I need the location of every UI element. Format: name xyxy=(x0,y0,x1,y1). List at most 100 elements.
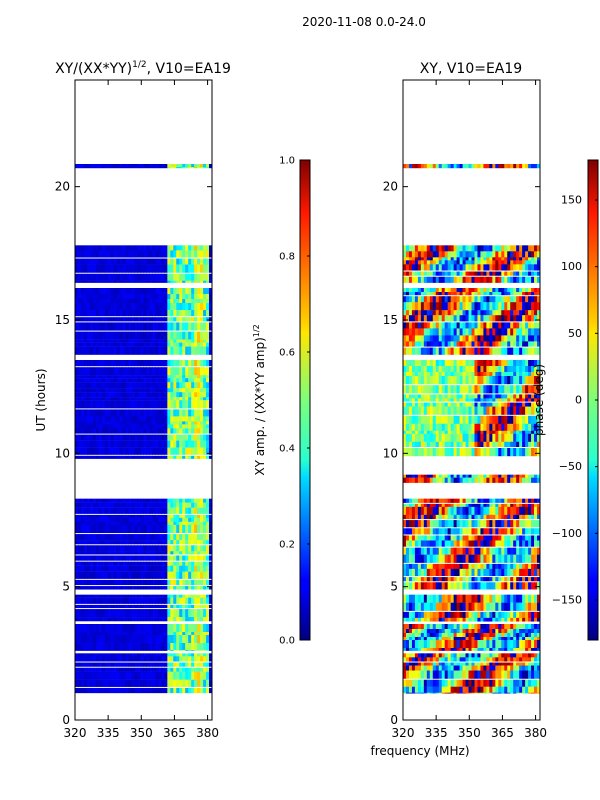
right-heatmap-cell xyxy=(435,554,440,563)
right-heatmap-cell xyxy=(525,640,529,649)
left-heatmap-cell xyxy=(149,555,153,561)
left-heatmap-cell xyxy=(170,514,174,519)
right-heatmap-cell xyxy=(444,568,449,577)
right-heatmap-cell xyxy=(435,617,440,622)
left-heatmap-cell xyxy=(77,624,82,633)
right-heatmap-cell xyxy=(417,520,422,528)
left-heatmap-cell xyxy=(113,317,118,322)
right-heatmap-cell xyxy=(429,594,434,603)
right-heatmap-cell xyxy=(519,640,523,649)
left-heatmap-cell xyxy=(125,624,130,633)
left-heatmap-cell xyxy=(200,382,204,389)
right-heatmap-cell xyxy=(438,624,443,630)
right-heatmap-cell xyxy=(471,554,475,563)
left-heatmap-cell xyxy=(170,498,174,503)
right-heatmap-cell xyxy=(441,498,446,503)
left-heatmap-cell xyxy=(125,521,130,526)
right-heatmap-cell xyxy=(489,554,493,563)
right-heatmap-row xyxy=(403,547,541,555)
left-heatmap-cell xyxy=(170,656,174,662)
left-heatmap-cell xyxy=(149,409,153,417)
right-heatmap-row xyxy=(403,360,541,367)
right-heatmap-cell xyxy=(522,633,526,638)
left-heatmap-cell xyxy=(200,679,204,687)
left-heatmap-cell xyxy=(134,579,138,586)
left-heatmap-cell xyxy=(182,367,186,376)
left-heatmap-cell xyxy=(197,294,201,300)
right-heatmap-cell xyxy=(438,617,443,622)
right-heatmap-cell xyxy=(444,602,449,611)
left-heatmap-cell xyxy=(125,594,130,598)
left-heatmap-cell xyxy=(200,667,204,672)
left-heatmap-cell xyxy=(80,303,85,311)
right-heatmap-cell xyxy=(405,662,410,666)
right-heatmap-cell xyxy=(447,498,452,503)
left-heatmap-cell xyxy=(107,322,112,331)
left-heatmap-cell xyxy=(209,388,213,393)
left-heatmap-row xyxy=(75,586,213,590)
left-heatmap-cell xyxy=(161,687,165,694)
left-heatmap-cell xyxy=(155,409,159,417)
left-heatmap-cell xyxy=(140,687,144,694)
left-heatmap-cell xyxy=(143,258,147,265)
left-heatmap-cell xyxy=(161,653,165,657)
left-heatmap-cell xyxy=(146,502,150,508)
left-heatmap-cell xyxy=(188,397,192,401)
left-heatmap-cell xyxy=(164,571,168,579)
left-heatmap-cell xyxy=(107,299,112,304)
left-heatmap-cell xyxy=(110,280,115,283)
left-heatmap-cell xyxy=(101,597,106,604)
left-heatmap-cell xyxy=(206,382,210,389)
left-heatmap-cell xyxy=(188,346,192,355)
right-heatmap-cell xyxy=(471,506,475,516)
left-heatmap-row xyxy=(75,653,213,657)
right-heatmap-cell xyxy=(468,670,472,679)
left-heatmap-cell xyxy=(101,643,106,651)
left-heatmap-cell xyxy=(116,299,121,304)
right-heatmap-cell xyxy=(510,563,514,570)
right-heatmap-row xyxy=(403,582,541,590)
left-heatmap-cell xyxy=(83,424,88,429)
left-heatmap-cell xyxy=(134,555,138,561)
left-heatmap-cell xyxy=(167,624,171,633)
right-heatmap-cell xyxy=(423,477,428,483)
right-heatmap-cell xyxy=(420,640,425,649)
right-heatmap-cell xyxy=(444,477,449,483)
right-heatmap-cell xyxy=(426,653,431,658)
left-heatmap-cell xyxy=(89,671,94,680)
left-heatmap-cell xyxy=(125,687,130,694)
left-heatmap-cell xyxy=(173,498,177,503)
right-heatmap-cell xyxy=(403,624,407,630)
left-heatmap-cell xyxy=(161,339,165,343)
left-heatmap-cell xyxy=(158,514,162,519)
left-heatmap-cell xyxy=(125,609,130,618)
right-heatmap-cell xyxy=(465,477,469,483)
left-heatmap-cell xyxy=(98,245,103,251)
left-heatmap-cell xyxy=(122,447,127,455)
left-heatmap-cell xyxy=(164,331,168,340)
left-heatmap-cell xyxy=(197,662,201,667)
left-heatmap-cell xyxy=(128,428,132,434)
left-heatmap-cell xyxy=(86,360,91,367)
left-heatmap-cell xyxy=(86,397,91,401)
left-heatmap-cell xyxy=(149,571,153,579)
right-heatmap-cell xyxy=(420,498,425,503)
left-heatmap-cell xyxy=(167,245,171,251)
left-heatmap-cell xyxy=(128,416,132,422)
left-heatmap-cell xyxy=(86,545,91,552)
left-heatmap-cell xyxy=(146,317,150,322)
left-heatmap-cell xyxy=(95,447,100,455)
right-heatmap-cell xyxy=(459,528,463,535)
left-heatmap-cell xyxy=(104,551,109,555)
left-heatmap-cell xyxy=(89,388,94,393)
left-heatmap-cell xyxy=(203,367,207,376)
left-heatmap-cell xyxy=(113,342,118,347)
right-heatmap-cell xyxy=(489,547,493,555)
left-heatmap-cell xyxy=(125,643,130,651)
left-heatmap-cell xyxy=(185,322,189,331)
left-heatmap-cell xyxy=(194,375,198,379)
left-heatmap-cell xyxy=(125,579,130,586)
left-heatmap-cell xyxy=(194,498,198,503)
left-heatmap-cell xyxy=(131,653,135,657)
left-heatmap-cell xyxy=(158,604,162,609)
